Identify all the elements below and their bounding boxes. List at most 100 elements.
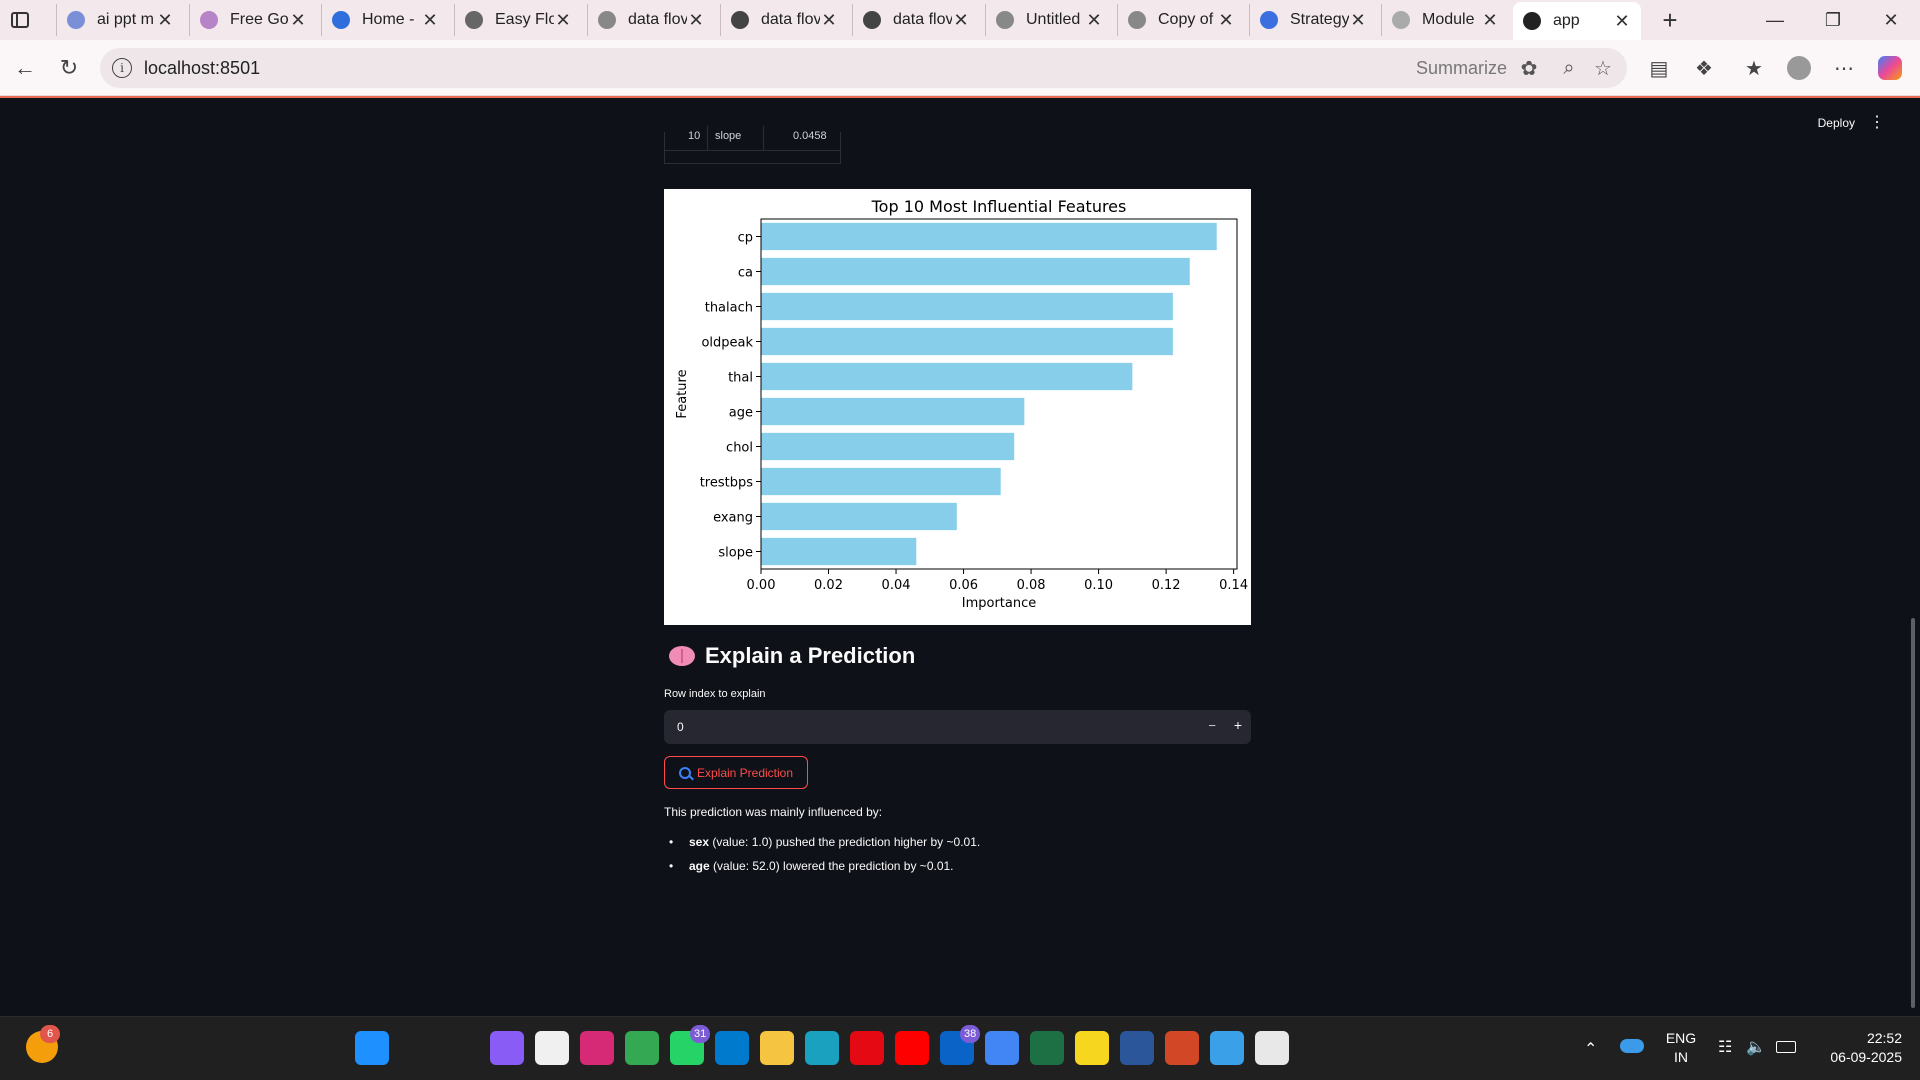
chrome-profile-icon[interactable] [985,1031,1019,1065]
favorites-icon[interactable]: ★ [1745,57,1763,80]
battery-icon[interactable] [1776,1041,1796,1053]
tab-1[interactable]: ai ppt m ✕ [56,4,184,36]
tab-close-icon[interactable]: ✕ [555,9,571,30]
back-button[interactable]: ← [14,55,36,80]
row-index-value[interactable]: 0 [677,720,684,734]
tab-close-icon[interactable]: ✕ [1614,10,1630,31]
tab-9[interactable]: Copy of ✕ [1117,4,1245,36]
tab-close-icon[interactable]: ✕ [1218,9,1234,30]
summarize-button[interactable]: Summarize [1415,57,1507,78]
powerpoint-icon[interactable] [1165,1031,1199,1065]
tab-5[interactable]: data flov ✕ [587,4,715,36]
tab-title: Strategy [1290,11,1349,28]
zoom-icon[interactable]: ⌕ [1563,56,1575,79]
tab-close-icon[interactable]: ✕ [157,9,173,30]
result-intro-text: This prediction was mainly influenced by… [664,805,883,819]
feature-importance-chart: Top 10 Most Influential Features cp ca thal… [664,189,1251,625]
tab-close-icon[interactable]: ✕ [290,9,306,30]
decrement-button[interactable]: − [1208,718,1216,733]
tab-12[interactable]: app ✕ [1513,2,1641,40]
new-tab-button[interactable]: + [1662,4,1678,35]
onedrive-icon[interactable] [1620,1039,1644,1053]
main-menu-icon[interactable]: ⋮ [1869,114,1885,131]
table-cell-index: 10 [688,130,701,142]
chrome-icon[interactable] [625,1031,659,1065]
clock[interactable]: 22:52 06-09-2025 [1812,1029,1902,1067]
bar-exang [761,502,957,531]
clock-time: 22:52 [1866,1030,1902,1046]
more-menu-icon[interactable]: ⋯ [1834,57,1854,80]
microsoft-store-icon[interactable] [535,1031,569,1065]
tab-11[interactable]: Module ✕ [1381,4,1509,36]
x-tick-label: 0.10 [1084,578,1113,593]
youtube-icon[interactable] [895,1031,929,1065]
deploy-button[interactable]: Deploy [1817,116,1855,130]
reader-icon[interactable]: ▤ [1649,57,1669,80]
copilot-summarize-icon[interactable]: ✿ [1520,57,1538,80]
row-index-input[interactable]: 0 − + [664,710,1251,744]
copilot-icon[interactable] [490,1031,524,1065]
file-explorer-icon[interactable] [760,1031,794,1065]
tab-favicon-icon [1128,11,1146,29]
volume-muted-icon[interactable]: 🔈 [1746,1039,1766,1056]
tab-actions-button[interactable] [0,0,40,40]
snipping-tool-icon[interactable] [1255,1031,1289,1065]
x-tick-label: 0.02 [814,578,843,593]
brain-icon [669,646,695,666]
x-tick-label: 0.00 [747,578,776,593]
chart-title: Top 10 Most Influential Features [871,197,1127,216]
instagram-icon[interactable] [580,1031,614,1065]
tab-2[interactable]: Free Goo✕ [189,4,317,36]
tab-close-icon[interactable]: ✕ [1350,9,1366,30]
chevron-up-icon[interactable]: ⌃ [1584,1041,1598,1058]
row-index-label: Row index to explain [664,688,766,700]
app-badge: 38 [960,1025,981,1043]
task-view-icon[interactable] [445,1031,479,1065]
bar-cp [761,222,1217,251]
tab-favicon-icon [731,11,749,29]
weather-widget[interactable]: 6 [26,1025,60,1063]
favorite-star-icon[interactable]: ☆ [1594,57,1612,80]
minimize-button[interactable]: — [1766,9,1784,30]
edge-icon[interactable] [805,1031,839,1065]
maximize-button[interactable]: ❐ [1824,9,1842,30]
tab-close-icon[interactable]: ✕ [1086,9,1102,30]
tab-close-icon[interactable]: ✕ [821,9,837,30]
tab-3[interactable]: Home - ✕ [321,4,449,36]
increment-button[interactable]: + [1233,717,1242,733]
wifi-icon[interactable]: ☷ [1718,1039,1733,1056]
explain-prediction-button[interactable]: Explain Prediction [664,756,808,789]
tab-close-icon[interactable]: ✕ [1482,9,1498,30]
tab-10[interactable]: Strategy ✕ [1249,4,1377,36]
close-window-button[interactable]: ✕ [1883,9,1899,30]
site-info-icon[interactable]: i [112,58,132,78]
browser-tab-bar: ai ppt m✕Free Goo✕Home - ✕Easy Flo✕data … [0,0,1920,40]
address-bar[interactable]: i localhost:8501 Summarize ✿ ⌕ ☆ [100,48,1627,88]
refresh-button[interactable]: ↻ [59,55,79,80]
netflix-icon[interactable] [850,1031,884,1065]
tab-favicon-icon [996,11,1014,29]
tab-close-icon[interactable]: ✕ [953,9,969,30]
language-indicator[interactable]: ENG IN [1664,1029,1698,1067]
sticky-notes-icon[interactable] [1075,1031,1109,1065]
excel-icon[interactable] [1030,1031,1064,1065]
paint-icon[interactable] [1210,1031,1244,1065]
page-scrollbar[interactable] [1911,618,1915,1008]
tab-6[interactable]: data flov ✕ [720,4,848,36]
tab-8[interactable]: Untitled ✕ [985,4,1113,36]
url-text[interactable]: localhost:8501 [144,57,261,78]
search-icon[interactable] [400,1031,434,1065]
y-tick-label: cp [738,231,753,246]
tab-4[interactable]: Easy Flo ✕ [454,4,582,36]
tab-close-icon[interactable]: ✕ [422,9,438,30]
word-icon[interactable] [1120,1031,1154,1065]
tab-close-icon[interactable]: ✕ [688,9,704,30]
y-tick-label: age [729,406,753,421]
feature-importance-table: 10 slope 0.0458 [664,126,841,164]
copilot-icon[interactable] [1876,54,1904,82]
extensions-icon[interactable]: ❖ [1695,57,1713,80]
profile-icon[interactable] [1785,54,1813,82]
tab-7[interactable]: data flov ✕ [852,4,980,36]
vscode-icon[interactable] [715,1031,749,1065]
windows-start-icon[interactable] [355,1031,389,1065]
